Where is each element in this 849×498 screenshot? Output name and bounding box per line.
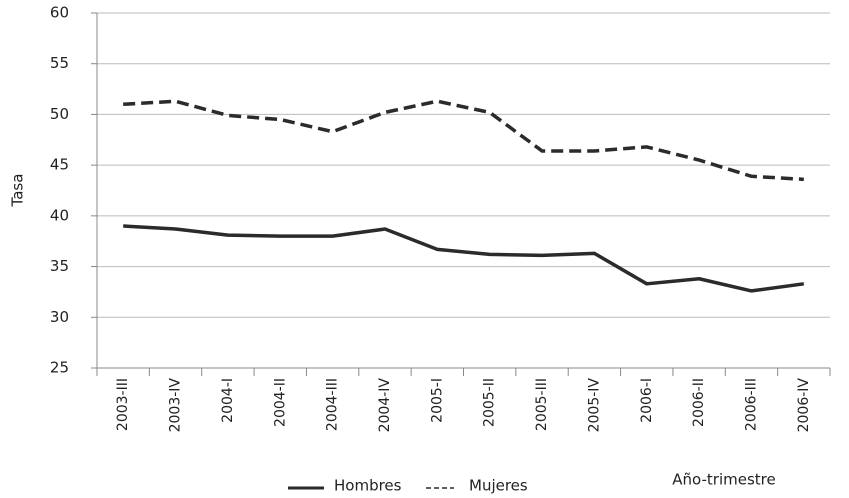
y-tick-label: 55 (50, 54, 69, 72)
x-tick-label: 2004-IV (377, 378, 393, 433)
y-tick-label: 60 (50, 4, 69, 22)
series-line (123, 99, 804, 182)
x-tick-label: 2006-IV (796, 378, 812, 433)
x-tick-label: 2005-II (482, 378, 498, 427)
x-tick-label: 2003-IV (168, 378, 184, 433)
legend-label: Mujeres (469, 477, 528, 495)
x-tick-label: 2005-I (429, 378, 445, 423)
legend-label: Hombres (334, 477, 402, 495)
series-line (123, 224, 805, 293)
x-tick-label: 2004-I (220, 378, 236, 423)
x-tick-label: 2005-IV (586, 378, 602, 433)
x-tick-label: 2003-III (115, 378, 131, 431)
x-tick-label: 2006-I (639, 378, 655, 423)
y-tick-label: 35 (50, 257, 69, 275)
y-tick-label: 45 (50, 156, 69, 174)
y-axis-label: Tasa (9, 174, 27, 208)
x-axis-label: Año-trimestre (672, 471, 775, 489)
x-tick-label: 2006-II (691, 378, 707, 427)
x-tick-label: 2005-III (534, 378, 550, 431)
y-tick-label: 50 (50, 105, 69, 123)
y-tick-label: 25 (50, 359, 69, 377)
y-tick-label: 40 (50, 206, 69, 224)
x-tick-label: 2004-III (325, 378, 341, 431)
x-tick-label: 2004-II (272, 378, 288, 427)
x-tick-label: 2006-III (743, 378, 759, 431)
y-tick-label: 30 (50, 308, 69, 326)
